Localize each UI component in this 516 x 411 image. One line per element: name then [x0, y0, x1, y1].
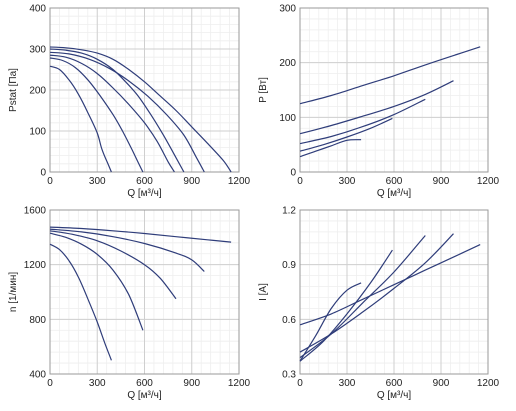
x-tick-label: 0	[47, 378, 53, 389]
chart-2: 0 300 600 900 1200 0 100 200 300 Q [м³/ч] P [Вт]	[258, 4, 500, 200]
x-tick-label: 1200	[477, 176, 500, 187]
chart-4: 0 300 600 900 1200 0.3 0.6 0.9 1.2 Q [м³/ч] I [A]	[258, 206, 500, 402]
series-line-4	[299, 249, 393, 362]
x-tick-label: 600	[386, 176, 403, 187]
series-line-3	[299, 98, 426, 145]
plot-frame	[49, 7, 240, 173]
y-tick-label: 400	[29, 370, 46, 381]
series-line-4	[49, 232, 144, 331]
series-line-6	[49, 48, 185, 173]
series-line-2	[49, 228, 205, 272]
x-axis-label: Q [м³/ч]	[377, 390, 412, 401]
x-tick-label: 600	[136, 176, 153, 187]
x-tick-label: 900	[433, 378, 450, 389]
series-line-1	[49, 65, 112, 173]
plot-frame	[299, 7, 489, 173]
y-tick-label: 300	[279, 4, 296, 15]
x-tick-label: 600	[386, 378, 403, 389]
x-tick-label: 300	[339, 176, 356, 187]
series-line-3	[299, 235, 426, 359]
plot-frame	[299, 209, 489, 375]
x-axis-label: Q [м³/ч]	[377, 188, 412, 199]
y-tick-label: 0	[290, 168, 296, 179]
y-tick-label: 100	[279, 113, 296, 124]
x-tick-label: 600	[136, 378, 153, 389]
y-tick-label: 1.2	[282, 206, 296, 217]
x-tick-label: 0	[47, 176, 53, 187]
x-axis-label: Q [м³/ч]	[127, 390, 162, 401]
series-line-5	[49, 243, 112, 361]
x-tick-label: 0	[297, 176, 303, 187]
x-tick-label: 1200	[228, 378, 251, 389]
y-axis-label: n [1/мин]	[8, 272, 19, 312]
y-tick-label: 100	[29, 127, 46, 138]
series-line-1	[49, 226, 232, 243]
y-tick-label: 1200	[24, 260, 47, 271]
y-tick-label: 800	[29, 315, 46, 326]
series-line-2	[49, 57, 144, 173]
y-axis-label: P [Вт]	[258, 77, 269, 103]
plot-frame	[49, 209, 240, 375]
series-line-5	[299, 282, 362, 362]
x-tick-label: 900	[183, 378, 200, 389]
y-tick-label: 200	[279, 58, 296, 69]
x-tick-label: 0	[297, 378, 303, 389]
x-tick-label: 900	[433, 176, 450, 187]
y-tick-label: 1600	[24, 206, 47, 217]
y-tick-label: 0.9	[282, 260, 296, 271]
x-tick-label: 1200	[477, 378, 500, 389]
series-line-4	[299, 117, 393, 152]
y-axis-label: I [A]	[258, 283, 269, 301]
y-tick-label: 0	[40, 168, 46, 179]
x-tick-label: 300	[89, 176, 106, 187]
x-tick-label: 300	[339, 378, 356, 389]
y-tick-label: 200	[29, 86, 46, 97]
series-line-4	[49, 51, 205, 173]
y-tick-label: 0.6	[282, 315, 296, 326]
series-line-2	[299, 80, 454, 135]
x-axis-label: Q [м³/ч]	[127, 188, 162, 199]
y-tick-label: 400	[29, 4, 46, 15]
y-tick-label: 300	[29, 45, 46, 56]
y-axis-label: Pstat [Па]	[8, 68, 19, 112]
series-line-5	[299, 139, 362, 158]
series-line-5	[49, 46, 232, 173]
chart-1: 0 300 600 900 1200 0 100 200 300 400 Q [м³/ч] Pstat…	[8, 4, 251, 200]
x-tick-label: 900	[183, 176, 200, 187]
series-line-1	[299, 244, 481, 326]
x-tick-label: 1200	[228, 176, 251, 187]
series-line-1	[299, 46, 481, 105]
series-line-3	[49, 230, 177, 300]
chart-3: 0 300 600 900 1200 400 800 1200 1600 Q [м³/ч] n [1…	[8, 206, 251, 402]
series-line-3	[49, 54, 175, 173]
y-tick-label: 0.3	[282, 370, 296, 381]
x-tick-label: 300	[89, 378, 106, 389]
